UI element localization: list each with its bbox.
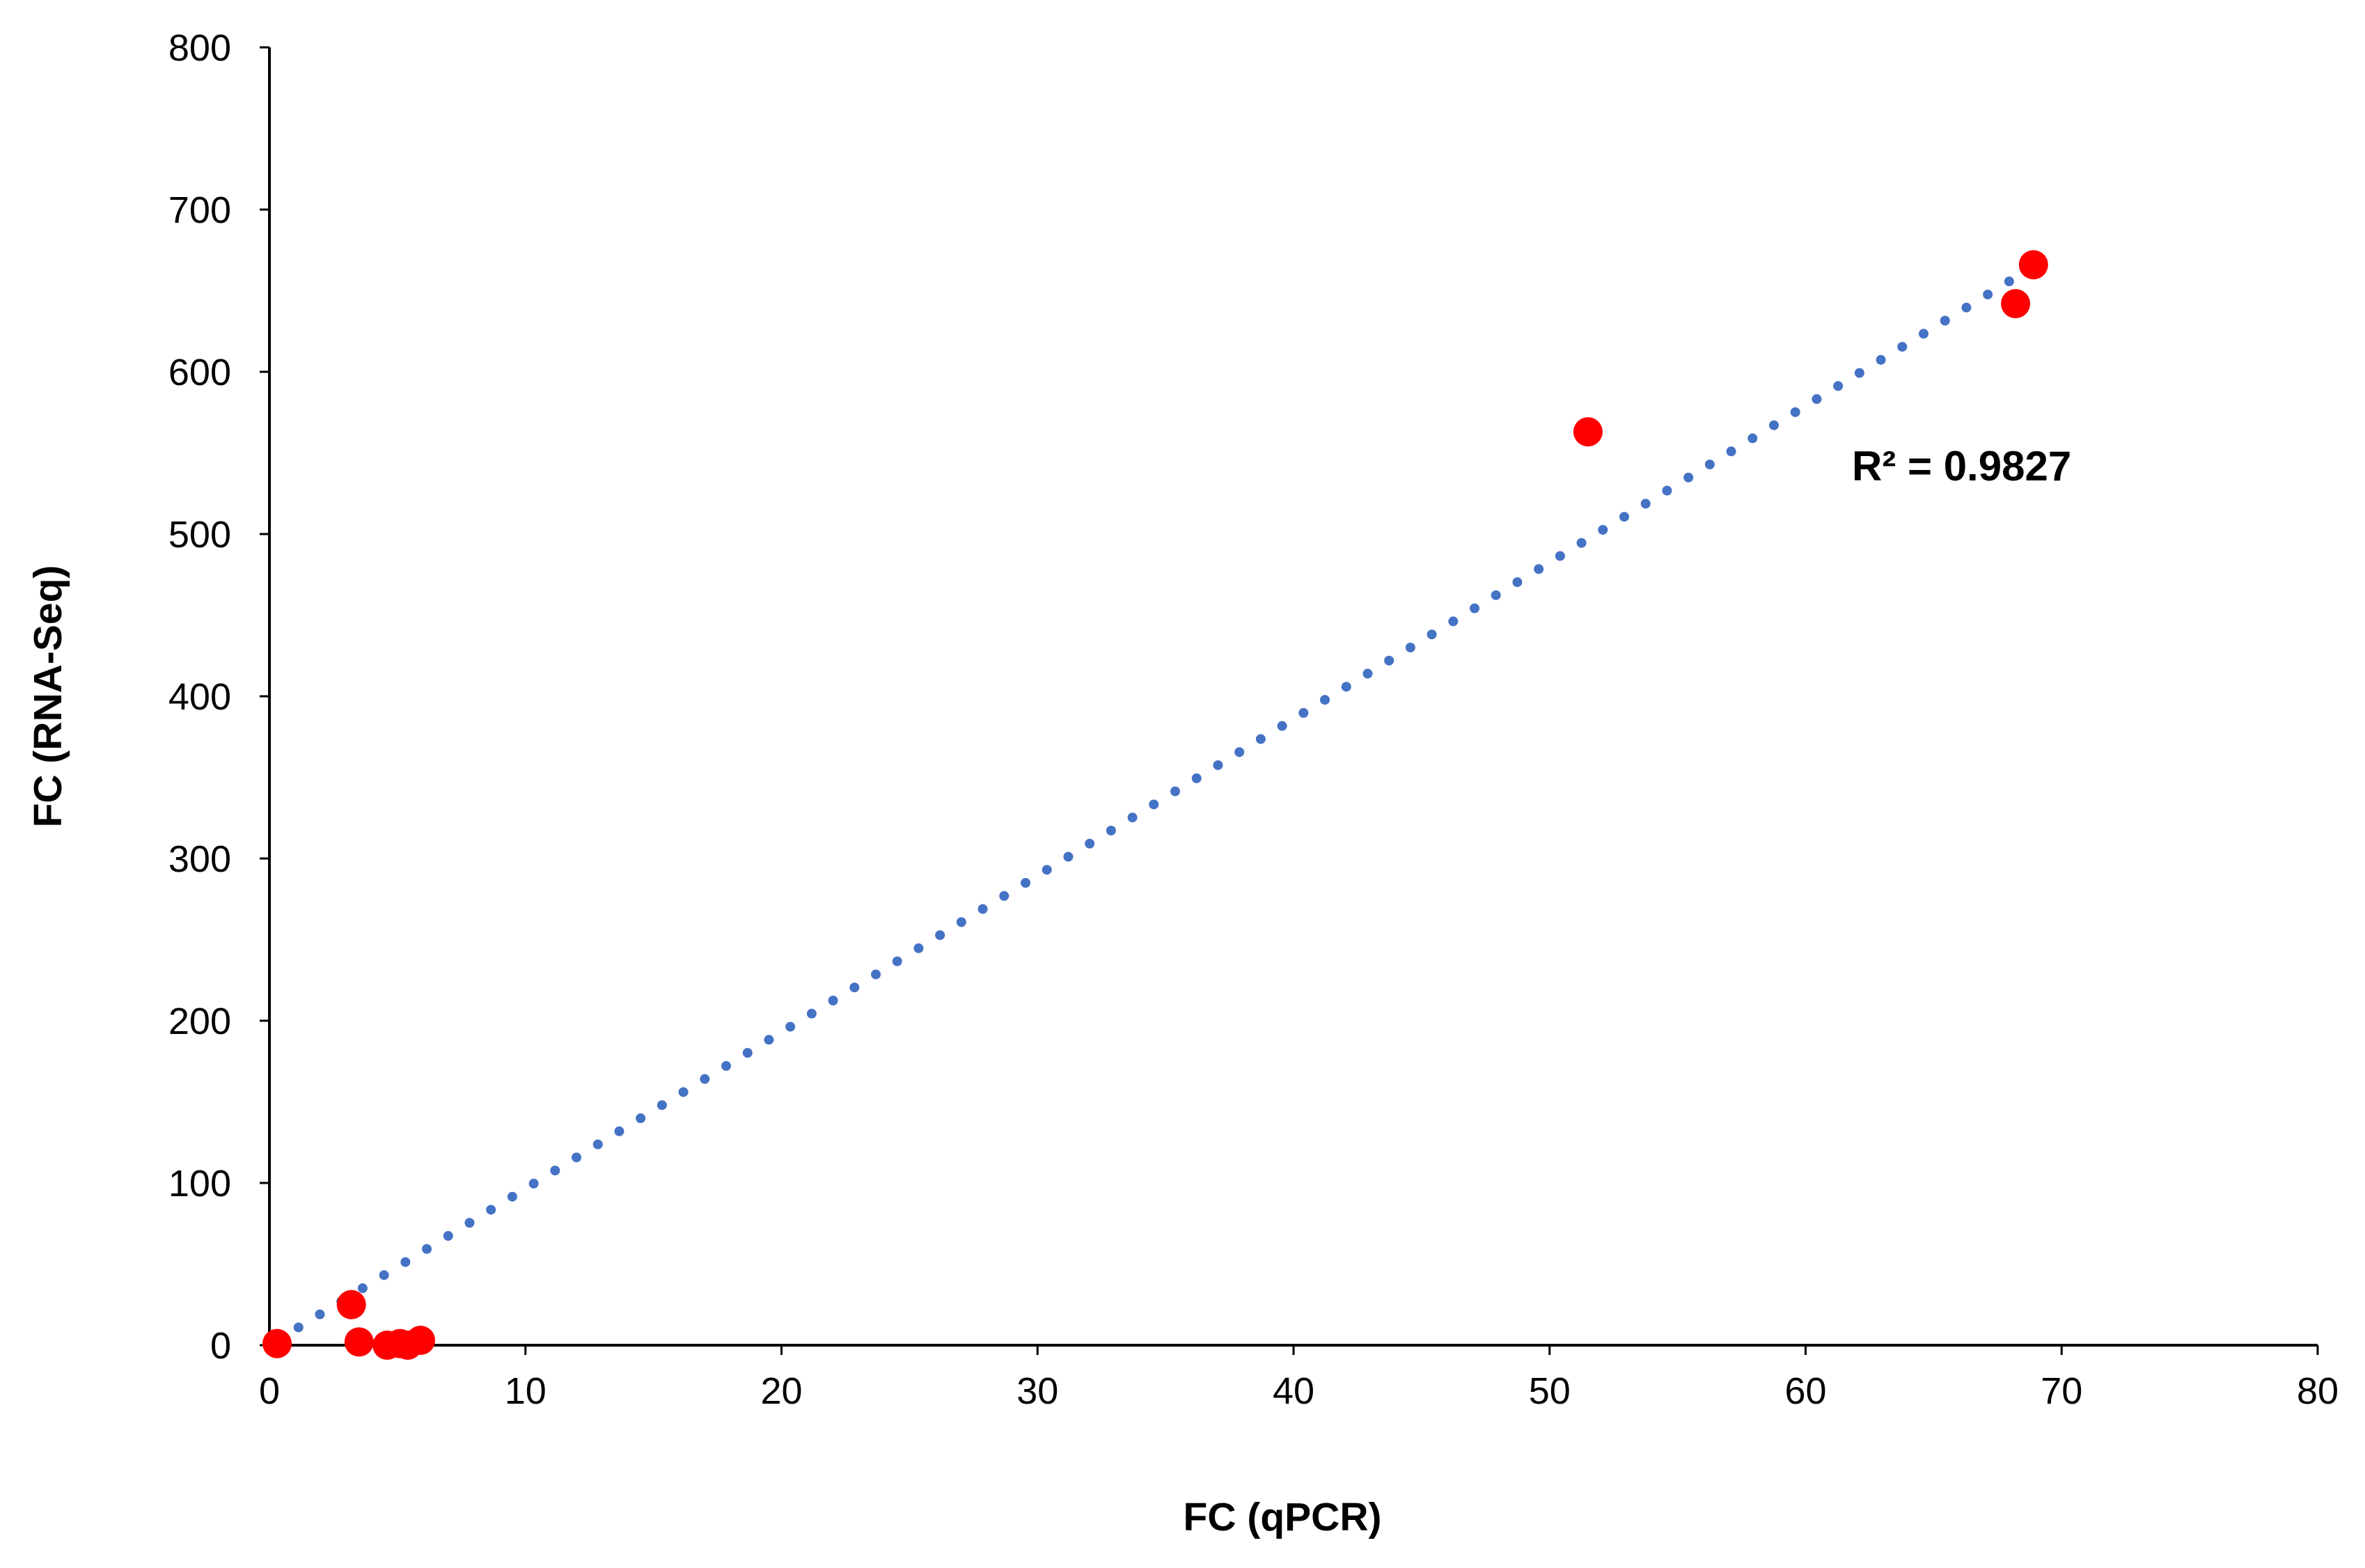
x-tick-label: 20 xyxy=(760,1370,802,1412)
y-tick-label: 100 xyxy=(168,1163,231,1205)
x-tick-label: 30 xyxy=(1016,1370,1058,1412)
data-point xyxy=(336,1289,366,1319)
data-point xyxy=(344,1327,374,1357)
data-point xyxy=(2001,289,2031,319)
y-tick-label: 400 xyxy=(168,676,231,718)
y-tick-label: 600 xyxy=(168,352,231,393)
y-tick-label: 800 xyxy=(168,27,231,69)
x-tick-label: 10 xyxy=(505,1370,547,1412)
tick-marks xyxy=(260,46,2319,1355)
x-axis-title: FC (qPCR) xyxy=(1184,1495,1382,1539)
x-tick-label: 50 xyxy=(1529,1370,1571,1412)
x-tick-label: 60 xyxy=(1784,1370,1826,1412)
trendline-path xyxy=(272,261,2038,1346)
y-tick-label: 200 xyxy=(168,1001,231,1042)
x-tick-label: 70 xyxy=(2041,1370,2082,1412)
y-axis-title: FC (RNA-Seq) xyxy=(26,565,70,828)
axes xyxy=(268,47,2318,1347)
r-squared-label: R² = 0.9827 xyxy=(1852,443,2071,489)
y-tick-label: 700 xyxy=(168,189,231,231)
y-tick-label: 300 xyxy=(168,838,231,880)
x-tick-label: 40 xyxy=(1273,1370,1314,1412)
data-points xyxy=(262,250,2048,1360)
trendline xyxy=(272,261,2038,1346)
y-tick-label: 0 xyxy=(210,1325,231,1367)
data-point xyxy=(405,1326,435,1356)
y-tick-label: 500 xyxy=(168,514,231,556)
x-tick-label: 80 xyxy=(2297,1370,2339,1412)
data-point xyxy=(2018,250,2048,280)
data-point xyxy=(262,1328,292,1358)
data-point xyxy=(1573,417,1603,447)
x-tick-label: 0 xyxy=(259,1370,280,1412)
tick-labels: 0 10 20 30 40 50 60 70 8001002003004005006007008… xyxy=(168,27,2339,1412)
